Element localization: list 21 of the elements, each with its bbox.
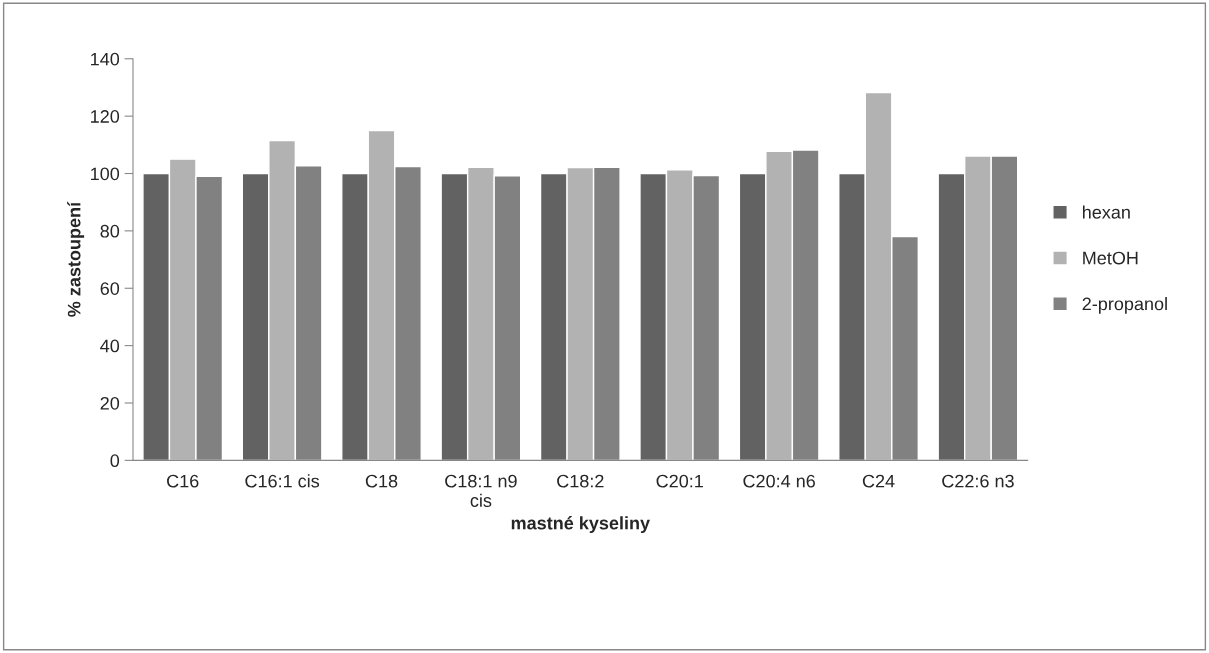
legend-label: hexan [1082,205,1130,219]
y-tick-label: 20 [100,396,120,410]
y-tick-label: 0 [110,454,120,468]
legend-label: MetOH [1083,251,1138,265]
x-tick-label: C18:2 [557,474,604,488]
x-tick-label: C24 [862,474,895,488]
y-tick-label: 100 [91,167,120,181]
x-tick-label: C16 [167,474,199,488]
x-axis-title: mastné kyseliny [511,516,650,534]
x-tick-label: C22:6 n3 [942,474,1014,488]
y-tick-label: 120 [91,110,120,123]
x-tick-label: C20:1 [656,474,703,488]
y-tick-label: 40 [100,339,120,353]
x-tick-label: C20:4 n6 [743,474,815,488]
legend-label: 2-propanol [1082,297,1167,314]
y-tick-label: 60 [100,282,120,295]
x-tick-label: C16:1 cis [245,474,320,488]
y-axis-title: % zastoupení [67,201,85,317]
y-tick-label: 80 [100,224,120,238]
y-tick-label: 140 [91,52,120,66]
x-tick-label: C18 [365,474,398,488]
